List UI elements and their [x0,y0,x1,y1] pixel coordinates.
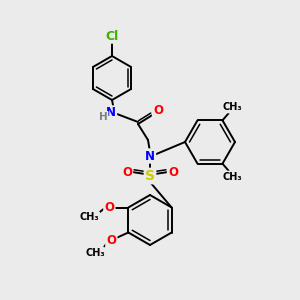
Text: H: H [99,112,107,122]
Text: CH₃: CH₃ [223,172,242,182]
Text: CH₃: CH₃ [80,212,99,223]
Text: CH₃: CH₃ [223,102,242,112]
Text: Cl: Cl [105,29,119,43]
Text: CH₃: CH₃ [85,248,105,259]
Text: O: O [104,201,114,214]
Text: N: N [106,106,116,119]
Text: O: O [106,234,116,247]
Text: N: N [145,149,155,163]
Text: O: O [122,166,132,178]
Text: O: O [168,166,178,178]
Text: S: S [145,169,155,183]
Text: O: O [153,104,163,118]
